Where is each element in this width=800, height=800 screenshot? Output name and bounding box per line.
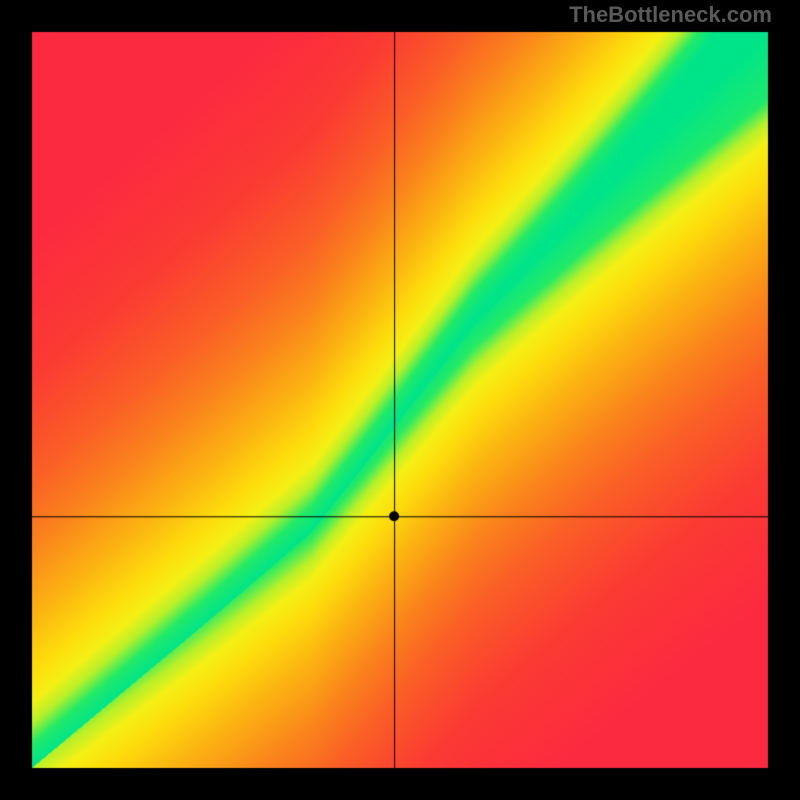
heatmap-canvas bbox=[0, 0, 800, 800]
chart-container: TheBottleneck.com bbox=[0, 0, 800, 800]
watermark-text: TheBottleneck.com bbox=[569, 2, 772, 28]
